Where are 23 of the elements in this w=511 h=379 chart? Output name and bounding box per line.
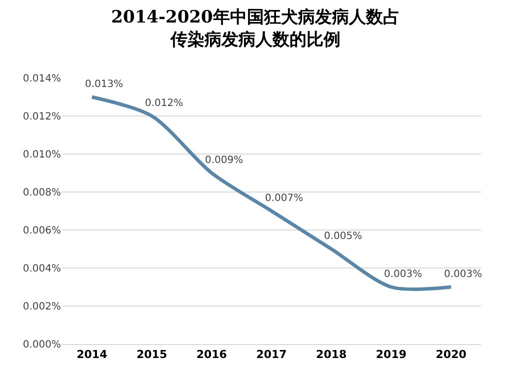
y-tick-label: 0.014% — [22, 74, 61, 84]
data-label: 0.009% — [205, 155, 244, 166]
y-tick-label: 0.002% — [22, 302, 61, 312]
y-tick-label: 0.006% — [22, 226, 61, 236]
data-label: 0.013% — [85, 79, 124, 90]
x-tick-label: 2019 — [376, 348, 407, 362]
y-tick-label: 0.012% — [22, 112, 61, 122]
chart-title: 2014-2020年中国狂犬病发病人数占传染病发病人数的比例 — [111, 8, 400, 50]
y-tick-label: 0.004% — [22, 264, 61, 274]
x-tick-label: 2014 — [76, 348, 108, 362]
x-tick-label: 2020 — [436, 348, 467, 362]
x-tick-label: 2016 — [196, 348, 228, 362]
x-tick-label: 2017 — [256, 348, 287, 362]
y-tick-label: 0.000% — [22, 340, 61, 350]
x-tick-label: 2018 — [316, 348, 347, 362]
y-tick-label: 0.008% — [22, 188, 61, 198]
data-label: 0.003% — [384, 269, 422, 280]
x-tick-label: 2015 — [136, 348, 168, 362]
data-label: 0.007% — [265, 193, 304, 204]
data-label: 0.012% — [145, 98, 184, 109]
data-label: 0.003% — [444, 269, 482, 280]
data-label: 0.005% — [324, 231, 362, 242]
y-tick-label: 0.010% — [22, 150, 61, 160]
